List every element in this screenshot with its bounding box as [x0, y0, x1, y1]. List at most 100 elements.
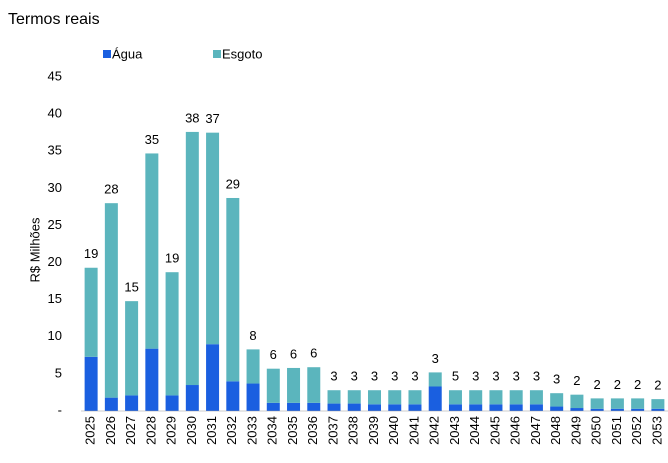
bar-segment [145, 348, 159, 411]
legend-label: Esgoto [222, 46, 262, 61]
bar-segment [428, 372, 442, 387]
bar-segment [104, 203, 118, 398]
x-tick-label: 2051 [609, 416, 624, 445]
bar-segment [651, 399, 665, 409]
bar-segment [631, 408, 645, 411]
x-tick-label: 2036 [305, 416, 320, 445]
bar-segment [226, 197, 240, 382]
total-label: 19 [165, 251, 179, 266]
total-label: 2 [654, 378, 661, 393]
bar-segment [388, 390, 402, 405]
total-label: 3 [330, 369, 337, 384]
y-axis-title: R$ Milhões [27, 217, 42, 283]
bar-segment [428, 386, 442, 411]
total-label: 6 [310, 346, 317, 361]
x-tick-label: 2032 [224, 416, 239, 445]
x-tick-label: 2041 [406, 416, 421, 445]
bar-segment [307, 367, 321, 403]
x-tick-label: 2037 [325, 416, 340, 445]
y-tick-label: 20 [48, 254, 62, 269]
x-tick-label: 2044 [467, 416, 482, 445]
bar-segment [307, 402, 321, 411]
bar-segment [448, 404, 462, 411]
bar-segment [266, 368, 280, 403]
x-tick-label: 2031 [204, 416, 219, 445]
x-tick-label: 2040 [386, 416, 401, 445]
bar-segment [84, 267, 98, 357]
bar-segment [226, 381, 240, 411]
bar-segment [590, 398, 604, 409]
bar-segment [84, 356, 98, 411]
x-tick-label: 2049 [568, 416, 583, 445]
x-tick-label: 2045 [487, 416, 502, 445]
bar-segment [469, 390, 483, 405]
total-label: 2 [614, 377, 621, 392]
bar-segment [145, 153, 159, 349]
total-label: 3 [391, 369, 398, 384]
y-tick-label: - [58, 402, 62, 417]
x-tick-label: 2042 [427, 416, 442, 445]
x-tick-label: 2027 [123, 416, 138, 445]
x-tick-label: 2046 [508, 416, 523, 445]
total-label: 6 [270, 347, 277, 362]
x-tick-label: 2026 [103, 416, 118, 445]
y-tick-label: 30 [48, 180, 62, 195]
total-label: 3 [553, 372, 560, 387]
bar-segment [246, 349, 260, 384]
bar-segment [206, 344, 220, 411]
bar-segment [368, 390, 381, 405]
bar-segment [185, 385, 199, 411]
bar-segment [631, 398, 645, 409]
bar-segment [347, 403, 361, 411]
total-label: 2 [594, 377, 601, 392]
bar-segment [469, 404, 483, 411]
bar-segment [610, 408, 624, 411]
bar-segment [570, 394, 584, 409]
bar-segment [408, 390, 422, 405]
bar-segment [206, 132, 220, 345]
x-tick-label: 2030 [184, 416, 199, 445]
bar-segment [610, 398, 624, 409]
total-label: 5 [452, 369, 459, 384]
bar-segment [347, 390, 361, 404]
x-tick-label: 2025 [83, 416, 98, 445]
bar-segment [509, 404, 523, 411]
bar-segment [529, 390, 543, 405]
bar-segment [509, 390, 523, 405]
bar-segment [550, 393, 564, 407]
bar-segment [125, 301, 139, 396]
bar-segment [125, 395, 139, 411]
bar-segment [327, 403, 341, 411]
x-tick-label: 2038 [346, 416, 361, 445]
total-label: 3 [371, 369, 378, 384]
bar-segment [287, 367, 301, 403]
y-tick-label: 35 [48, 143, 62, 158]
y-tick-label: 15 [48, 291, 62, 306]
bar-segment [165, 272, 179, 396]
bar-segment [408, 404, 422, 411]
total-label: 37 [205, 111, 219, 126]
bar-segment [246, 383, 260, 411]
total-label: 28 [104, 182, 118, 197]
bar-segment [590, 408, 604, 411]
x-tick-label: 2048 [548, 416, 563, 445]
total-label: 3 [513, 369, 520, 384]
x-tick-label: 2039 [366, 416, 381, 445]
legend-label: Água [112, 46, 143, 61]
total-label: 35 [145, 132, 159, 147]
bar-segment [651, 408, 665, 411]
x-tick-label: 2050 [589, 416, 604, 445]
bar-segment [185, 131, 199, 386]
legend-swatch [213, 50, 221, 58]
y-tick-label: 45 [48, 68, 62, 83]
total-label: 2 [573, 373, 580, 388]
bar-segment [489, 390, 503, 405]
x-tick-label: 2047 [528, 416, 543, 445]
x-tick-label: 2043 [447, 416, 462, 445]
bar-segment [266, 402, 280, 411]
bar-segment [489, 404, 503, 411]
total-label: 15 [124, 280, 138, 295]
bar-segment [287, 402, 301, 411]
bar-segment [388, 404, 402, 411]
